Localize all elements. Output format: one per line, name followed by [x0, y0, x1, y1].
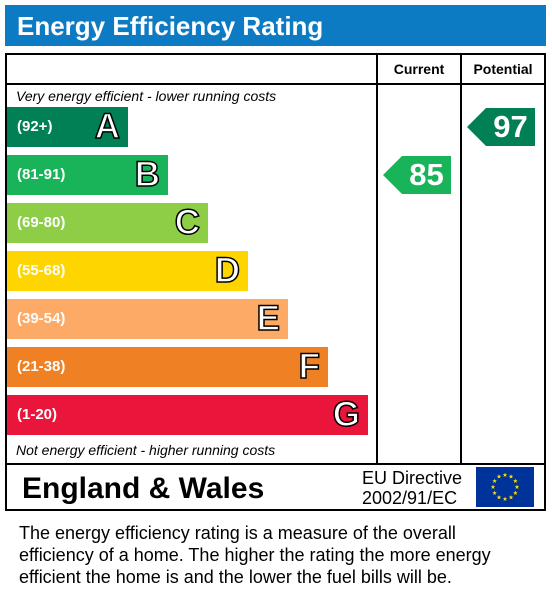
- star-icon: [496, 474, 502, 479]
- band-range-label: (39-54): [17, 310, 66, 327]
- band-range-label: (1-20): [17, 406, 58, 423]
- band-range-label: (92+): [17, 118, 53, 135]
- directive-line-2: 2002/91/EC: [362, 488, 458, 508]
- star-icon: [492, 490, 497, 495]
- band-letter: F: [298, 346, 321, 387]
- bottom-note: Not energy efficient - higher running co…: [16, 442, 276, 458]
- star-icon: [513, 490, 518, 495]
- band-letter: D: [214, 250, 241, 291]
- page-title: Energy Efficiency Rating: [17, 11, 324, 41]
- band-letter: G: [332, 394, 361, 435]
- potential-rating-arrow: 97: [467, 108, 535, 146]
- star-icon: [508, 494, 514, 500]
- band-letter: A: [94, 106, 121, 147]
- band-c: (69-80) C: [7, 202, 208, 243]
- description-line-3: efficient the home is and the lower the …: [19, 567, 452, 587]
- star-icon: [496, 494, 502, 500]
- star-icon: [502, 472, 508, 477]
- star-icon: [514, 484, 520, 489]
- band-range-label: (21-38): [17, 358, 66, 375]
- potential-column-header: Potential: [473, 61, 533, 77]
- star-icon: [502, 496, 508, 501]
- band-range-label: (69-80): [17, 214, 66, 231]
- rating-frame: [5, 53, 546, 511]
- band-range-label: (55-68): [17, 262, 66, 279]
- band-a: (92+) A: [7, 106, 128, 147]
- top-note: Very energy efficient - lower running co…: [16, 88, 277, 104]
- current-rating-value: 85: [402, 156, 451, 194]
- current-arrow-point: [383, 156, 402, 194]
- description-line-1: The energy efficiency rating is a measur…: [19, 523, 456, 543]
- star-icon: [508, 474, 514, 479]
- band-d: (55-68) D: [7, 250, 248, 291]
- eu-flag-icon: [476, 467, 534, 507]
- band-letter: B: [134, 154, 161, 195]
- description: The energy efficiency rating is a measur…: [19, 522, 539, 588]
- band-range-label: (81-91): [17, 166, 66, 183]
- band-b: (81-91) B: [7, 154, 168, 195]
- description-line-2: efficiency of a home. The higher the rat…: [19, 545, 491, 565]
- divider-current: [376, 53, 378, 465]
- divider-potential: [460, 53, 462, 465]
- current-rating-arrow: 85: [383, 156, 451, 194]
- title-bar: Energy Efficiency Rating: [5, 5, 546, 46]
- star-icon: [492, 478, 497, 483]
- band-g: (1-20) G: [7, 394, 368, 435]
- band-letter: E: [256, 298, 281, 339]
- header-divider: [5, 83, 546, 85]
- directive-line-1: EU Directive: [362, 468, 463, 488]
- current-column-header: Current: [393, 61, 445, 77]
- band-e: (39-54) E: [7, 298, 288, 339]
- potential-arrow-point: [467, 108, 486, 146]
- eu-stars-icon: [490, 472, 520, 501]
- star-icon: [490, 484, 496, 489]
- band-f: (21-38) F: [7, 346, 328, 387]
- region-label: England & Wales: [22, 472, 265, 505]
- footer-divider: [5, 463, 546, 465]
- potential-rating-value: 97: [486, 108, 535, 146]
- star-icon: [513, 478, 518, 483]
- band-letter: C: [174, 202, 201, 243]
